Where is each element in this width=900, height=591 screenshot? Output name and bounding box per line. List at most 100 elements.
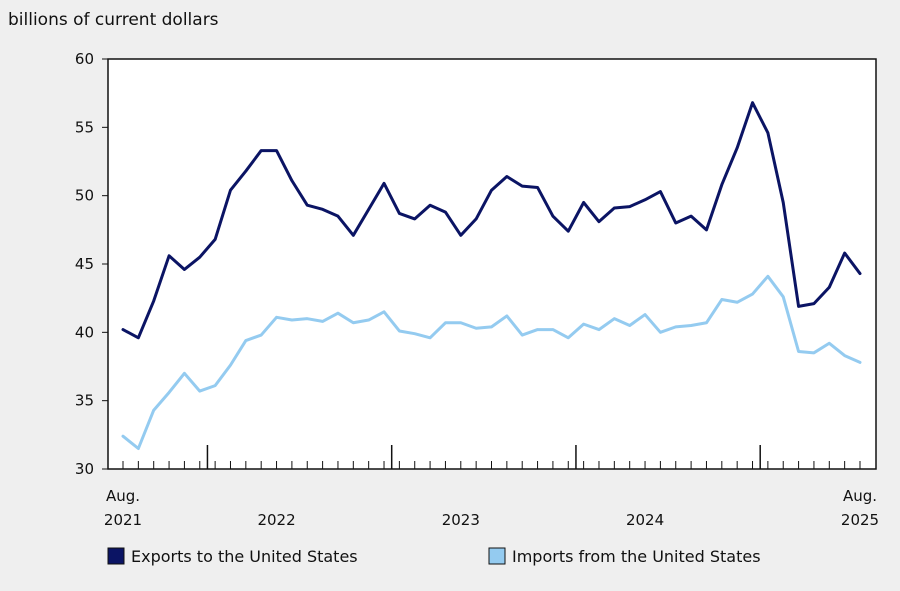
y-tick-label: 35	[75, 392, 94, 410]
data-point	[367, 318, 370, 322]
data-point	[720, 183, 724, 186]
data-point	[121, 328, 125, 331]
data-point	[137, 447, 140, 450]
data-point	[735, 146, 739, 150]
data-point	[413, 217, 416, 221]
data-point	[812, 302, 816, 305]
data-point	[567, 230, 570, 233]
data-point	[490, 189, 493, 192]
y-tick-label: 40	[75, 323, 94, 341]
data-point	[582, 201, 585, 204]
data-point	[843, 354, 846, 357]
data-point	[521, 184, 524, 188]
x-tick-label-month: Aug.	[106, 487, 140, 505]
data-point	[843, 251, 846, 255]
data-point	[705, 228, 708, 232]
data-point	[121, 435, 125, 438]
data-point	[306, 204, 309, 207]
data-point	[689, 324, 693, 327]
data-point	[689, 214, 693, 218]
data-point	[183, 268, 186, 271]
legend-swatch	[107, 547, 125, 565]
series-exports	[121, 101, 862, 340]
legend-label: Exports to the United States	[131, 547, 358, 566]
data-point	[229, 189, 232, 192]
data-point	[490, 325, 493, 329]
y-tick-label: 55	[75, 118, 94, 136]
data-point	[613, 206, 616, 210]
data-point	[597, 328, 601, 331]
data-point	[321, 208, 324, 211]
x-tick-label-year: 2023	[442, 511, 480, 529]
data-point	[198, 389, 201, 393]
data-point	[628, 205, 631, 208]
y-tick-label: 50	[75, 187, 94, 205]
data-point	[213, 238, 217, 241]
data-point	[244, 169, 248, 173]
data-point	[812, 351, 816, 355]
units-label: billions of current dollars	[8, 10, 219, 30]
y-tick-label: 30	[75, 460, 94, 478]
data-point	[505, 175, 509, 178]
data-point	[398, 329, 401, 333]
data-point	[766, 131, 770, 134]
legend: Exports to the United States Imports from…	[107, 547, 761, 566]
data-point	[536, 186, 539, 189]
data-point	[643, 198, 647, 201]
data-point	[643, 313, 647, 316]
data-point	[459, 321, 462, 324]
data-point	[567, 336, 570, 339]
data-point	[505, 314, 509, 318]
data-point	[720, 298, 724, 301]
data-point	[152, 409, 155, 412]
series-layer	[121, 101, 862, 450]
data-point	[474, 217, 478, 221]
data-point	[229, 363, 232, 367]
data-point	[336, 312, 340, 315]
data-point	[444, 210, 447, 214]
data-point	[582, 322, 585, 326]
data-point	[259, 333, 263, 337]
data-point	[474, 327, 478, 330]
x-axis: Aug. 2021 2022 2023 2024 Aug. 2025	[104, 445, 879, 529]
data-point	[382, 182, 386, 185]
data-point	[782, 295, 785, 298]
data-point	[367, 208, 370, 211]
y-axis: 30 35 40 45 50 55 60	[75, 50, 108, 478]
data-point	[183, 372, 186, 375]
data-point	[797, 350, 800, 353]
data-point	[858, 361, 862, 364]
data-point	[766, 275, 770, 278]
data-point	[551, 214, 555, 218]
data-point	[459, 234, 462, 237]
data-point	[275, 149, 278, 152]
x-tick-label-year: 2021	[104, 511, 142, 529]
data-point	[198, 255, 201, 259]
x-tick-label-month: Aug.	[843, 487, 877, 505]
legend-label: Imports from the United States	[512, 547, 761, 566]
data-point	[444, 321, 447, 324]
data-point	[167, 391, 171, 394]
data-point	[259, 149, 263, 152]
data-point	[321, 320, 324, 323]
data-point	[674, 221, 677, 225]
data-point	[213, 384, 217, 387]
data-point	[628, 324, 631, 327]
data-point	[536, 328, 539, 331]
data-point	[244, 339, 248, 342]
data-point	[551, 328, 555, 331]
data-point	[782, 201, 785, 204]
data-point	[751, 292, 754, 296]
data-point	[828, 342, 831, 345]
data-point	[797, 305, 800, 308]
data-point	[137, 336, 140, 339]
y-tick-label: 60	[75, 50, 94, 68]
data-point	[306, 317, 309, 320]
data-point	[428, 204, 432, 207]
data-point	[428, 336, 432, 339]
data-point	[613, 317, 616, 320]
data-point	[858, 272, 862, 275]
legend-swatch	[488, 547, 506, 565]
x-tick-label-year: 2022	[257, 511, 295, 529]
